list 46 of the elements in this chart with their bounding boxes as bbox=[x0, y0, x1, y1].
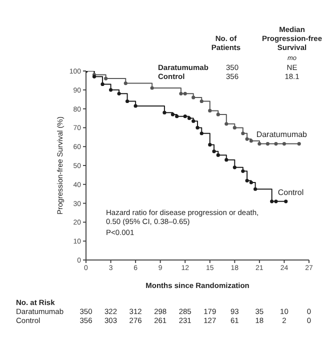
point bbox=[170, 112, 175, 116]
point bbox=[100, 82, 104, 86]
point bbox=[282, 142, 286, 146]
point bbox=[274, 142, 278, 146]
point bbox=[208, 142, 212, 147]
point bbox=[179, 92, 183, 96]
point bbox=[270, 200, 274, 204]
point bbox=[108, 88, 113, 92]
point bbox=[254, 187, 258, 191]
point bbox=[274, 200, 278, 204]
point bbox=[224, 158, 228, 162]
point bbox=[192, 96, 196, 100]
point bbox=[249, 139, 253, 143]
point bbox=[241, 169, 245, 173]
point bbox=[266, 142, 270, 146]
point bbox=[241, 132, 245, 136]
point bbox=[104, 76, 108, 80]
point bbox=[162, 110, 166, 114]
point bbox=[117, 92, 121, 96]
point bbox=[183, 92, 187, 96]
point bbox=[216, 112, 220, 116]
point bbox=[232, 166, 236, 170]
point bbox=[124, 81, 128, 86]
point bbox=[150, 86, 154, 90]
point bbox=[192, 119, 196, 123]
point bbox=[134, 104, 138, 108]
point bbox=[245, 137, 249, 141]
series-label: Control bbox=[278, 188, 304, 198]
point bbox=[245, 178, 249, 182]
point bbox=[212, 150, 216, 154]
point bbox=[196, 126, 200, 130]
point bbox=[216, 153, 220, 157]
point bbox=[258, 142, 262, 146]
point bbox=[187, 116, 192, 120]
series-label: Daratumumab bbox=[256, 130, 307, 139]
point bbox=[232, 126, 236, 130]
point bbox=[297, 142, 301, 146]
point bbox=[224, 122, 228, 126]
point bbox=[175, 114, 179, 118]
point bbox=[125, 99, 130, 104]
point bbox=[208, 108, 212, 112]
point bbox=[284, 200, 288, 204]
point bbox=[200, 99, 204, 104]
point bbox=[200, 132, 204, 136]
point bbox=[183, 114, 187, 118]
point bbox=[249, 180, 253, 184]
